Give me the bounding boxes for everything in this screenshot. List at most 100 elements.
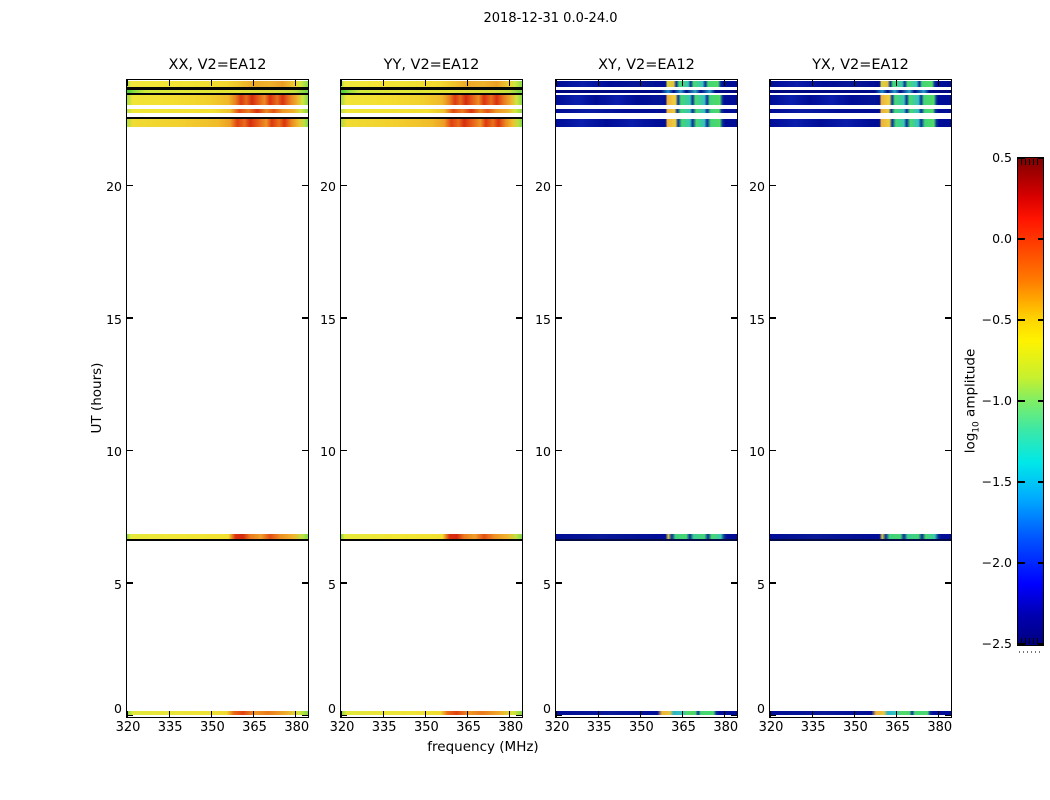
x-tick-mark <box>938 80 940 86</box>
colorbar-tick-mark <box>1018 562 1025 564</box>
y-tick-mark <box>516 184 522 187</box>
scan-band <box>770 108 951 114</box>
x-tick-mark <box>853 80 856 86</box>
x-tick-mark <box>127 711 128 717</box>
y-tick-mark <box>341 184 347 187</box>
x-tick-mark <box>597 711 599 717</box>
panel-xy <box>555 79 738 718</box>
y-tick-label: 0 <box>757 701 765 716</box>
x-tick-mark <box>938 711 940 717</box>
scan-band <box>127 533 308 539</box>
x-tick-label: 350 <box>199 720 225 735</box>
scan-band <box>556 711 737 716</box>
y-tick-mark <box>341 317 347 319</box>
y-tick-mark <box>516 449 522 452</box>
x-tick-label: 335 <box>371 720 397 735</box>
panel-title-yx: YX, V2=EA12 <box>812 57 909 73</box>
x-tick-mark <box>770 80 771 86</box>
y-tick-mark <box>516 317 522 319</box>
scan-band <box>341 92 522 96</box>
x-tick-label: 320 <box>329 720 355 735</box>
x-tick-mark <box>466 711 469 717</box>
scan-band <box>127 95 308 105</box>
panel-xx <box>126 79 309 718</box>
y-tick-mark <box>770 449 776 452</box>
colorbar-tick-mark <box>1038 238 1043 240</box>
y-tick-label: 20 <box>535 179 551 194</box>
y-tick-label: 0 <box>328 701 336 716</box>
x-tick-label: 380 <box>927 720 953 735</box>
scan-band <box>127 117 308 120</box>
colorbar-tick-mark <box>1038 643 1043 645</box>
x-tick-mark <box>382 80 384 86</box>
x-tick-mark <box>895 80 898 86</box>
panel-title-yy: YY, V2=EA12 <box>383 57 480 73</box>
scan-band <box>127 119 308 127</box>
y-tick-label: 5 <box>543 576 551 592</box>
x-tick-label: 350 <box>842 720 868 735</box>
colorbar-extension-dots <box>1019 651 1042 653</box>
y-tick-label: 15 <box>749 311 765 327</box>
y-tick-mark <box>127 582 133 584</box>
scan-band <box>341 108 522 114</box>
y-tick-mark <box>341 714 347 717</box>
x-tick-mark <box>853 711 856 717</box>
colorbar-tick-mark <box>1038 157 1043 159</box>
y-tick-mark <box>770 317 776 319</box>
y-tick-label: 0 <box>543 701 551 716</box>
y-tick-label: 20 <box>320 179 336 194</box>
y-tick-mark <box>945 184 951 187</box>
colorbar-top-hatch <box>1021 159 1039 165</box>
colorbar-tick-mark <box>1038 319 1043 321</box>
x-tick-label: 335 <box>586 720 612 735</box>
y-tick-label: 15 <box>320 311 336 327</box>
x-tick-label: 365 <box>242 720 267 735</box>
scan-band <box>770 711 951 716</box>
scan-band <box>127 92 308 96</box>
x-tick-mark <box>724 711 726 717</box>
figure-title: 2018-12-31 0.0-24.0 <box>483 11 618 26</box>
y-tick-mark <box>302 317 308 319</box>
x-tick-label: 365 <box>671 720 696 735</box>
scan-band <box>341 117 522 120</box>
scan-band <box>556 538 737 542</box>
x-tick-mark <box>681 711 684 717</box>
x-tick-mark <box>597 80 599 86</box>
x-tick-mark <box>210 80 213 86</box>
scan-band <box>341 533 522 539</box>
panel-title-xy: XY, V2=EA12 <box>598 57 695 73</box>
y-tick-mark <box>731 317 737 319</box>
y-tick-mark <box>556 184 562 187</box>
scan-band <box>127 108 308 114</box>
x-tick-label: 380 <box>713 720 739 735</box>
x-tick-mark <box>252 80 255 86</box>
y-tick-mark <box>770 582 776 584</box>
x-tick-mark <box>424 711 427 717</box>
y-tick-mark <box>945 449 951 452</box>
x-tick-mark <box>168 80 170 86</box>
x-tick-mark <box>556 80 557 86</box>
y-tick-mark <box>556 714 562 717</box>
y-tick-mark <box>127 714 133 717</box>
colorbar-tick-label: −2.5 <box>981 636 1012 651</box>
x-tick-mark <box>252 711 255 717</box>
y-tick-mark <box>731 184 737 187</box>
y-tick-mark <box>302 449 308 452</box>
scan-band <box>556 80 737 88</box>
x-tick-mark <box>681 80 684 86</box>
y-axis-label: UT (hours) <box>89 362 105 434</box>
y-tick-mark <box>770 714 776 717</box>
scan-band <box>127 711 308 716</box>
y-tick-mark <box>341 449 347 452</box>
y-tick-mark <box>302 582 308 584</box>
colorbar-tick-label: −2.0 <box>981 555 1012 570</box>
colorbar-tick-mark <box>1018 319 1025 321</box>
scan-band <box>770 533 951 539</box>
colorbar-tick-mark <box>1018 400 1025 402</box>
scan-band <box>127 87 308 91</box>
scan-band <box>556 533 737 539</box>
y-tick-mark <box>127 317 133 319</box>
y-tick-label: 15 <box>535 311 551 327</box>
x-tick-mark <box>509 80 511 86</box>
